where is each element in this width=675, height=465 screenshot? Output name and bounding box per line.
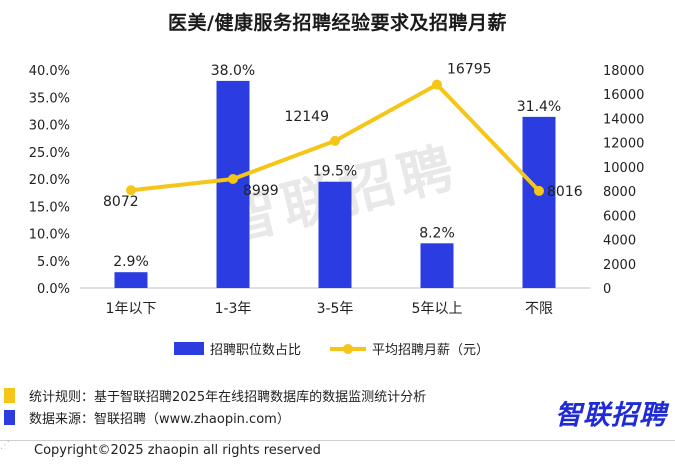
bar xyxy=(318,181,352,288)
salary-point xyxy=(534,185,544,196)
y-left-tick-label: 25.0% xyxy=(29,146,70,161)
bar xyxy=(114,272,148,288)
bar-value-label: 2.9% xyxy=(113,254,149,270)
x-tick-label: 5年以上 xyxy=(412,301,463,317)
combo-chart: 0.0% 5.0% 10.0% 15.0% 20.0% 25.0% 30.0% 35.0% 40… xyxy=(29,62,645,358)
x-tick-label: 不限 xyxy=(525,301,553,317)
notes: 统计规则：基于智联招聘2025年在线招聘数据库的数据监测统计分析 数据来源：智联… xyxy=(4,384,426,428)
y-left-tick-label: 40.0% xyxy=(29,64,70,79)
salary-value-label: 12149 xyxy=(284,109,329,125)
note-source-text: 数据来源：智联招聘（www.zhaopin.com） xyxy=(29,411,290,427)
x-tick-label: 1-3年 xyxy=(215,301,252,317)
zhaopin-logo: 智联招聘 xyxy=(555,400,667,431)
y-left-tick-label: 10.0% xyxy=(29,228,70,243)
bar xyxy=(420,243,454,288)
bar-value-label: 19.5% xyxy=(313,164,357,180)
bar xyxy=(522,116,556,289)
chart-title: 医美/健康服务招聘经验要求及招聘月薪 xyxy=(168,12,507,34)
y-right-tick-label: 14000 xyxy=(603,112,644,127)
bar-value-label: 8.2% xyxy=(419,225,455,241)
salary-value-label: 16795 xyxy=(447,62,492,78)
footer-divider xyxy=(0,440,675,441)
legend-bar-swatch xyxy=(174,342,204,355)
legend-bar-label: 招聘职位数占比 xyxy=(210,343,301,358)
salary-point xyxy=(432,79,442,90)
y-left-tick-label: 0.0% xyxy=(37,282,70,297)
y-left-tick-label: 35.0% xyxy=(29,91,70,106)
y-right-tick-label: 16000 xyxy=(603,88,644,103)
salary-value-label: 8072 xyxy=(103,194,139,210)
salary-point xyxy=(126,185,136,196)
x-tick-label: 3-5年 xyxy=(317,301,354,317)
y-right-tick-label: 18000 xyxy=(603,64,644,79)
legend-line-marker xyxy=(343,344,353,354)
x-tick-label: 1年以下 xyxy=(106,301,157,317)
y-right-tick-label: 12000 xyxy=(603,137,644,152)
legend-line-label: 平均招聘月薪（元） xyxy=(372,343,489,358)
bar-value-label: 38.0% xyxy=(211,63,255,79)
note-rule-text: 统计规则：基于智联招聘2025年在线招聘数据库的数据监测统计分析 xyxy=(29,389,427,405)
y-left-tick-label: 20.0% xyxy=(29,173,70,188)
salary-value-label: 8016 xyxy=(547,184,583,200)
salary-point xyxy=(330,135,340,146)
y-right-tick-label: 2000 xyxy=(603,258,636,273)
y-right-tick-label: 10000 xyxy=(603,161,644,176)
bar xyxy=(216,80,250,289)
salary-point xyxy=(228,174,238,185)
note-rule: 统计规则：基于智联招聘2025年在线招聘数据库的数据监测统计分析 xyxy=(4,384,426,406)
y-left-tick-label: 15.0% xyxy=(29,200,70,215)
corner-mark: ⋰ xyxy=(0,440,10,451)
y-left-tick-label: 5.0% xyxy=(37,255,70,270)
y-right-tick-label: 8000 xyxy=(603,185,636,200)
y-right-tick-label: 0 xyxy=(603,282,611,297)
y-left-tick-label: 30.0% xyxy=(29,119,70,134)
salary-value-label: 8999 xyxy=(243,183,279,199)
note-rule-swatch xyxy=(4,387,15,403)
copyright: Copyright©2025 zhaopin all rights reserv… xyxy=(34,443,321,458)
note-source-swatch xyxy=(4,409,15,425)
y-right-tick-label: 6000 xyxy=(603,209,636,224)
bar-value-label: 31.4% xyxy=(517,99,561,115)
note-source: 数据来源：智联招聘（www.zhaopin.com） xyxy=(4,406,426,428)
y-right-tick-label: 4000 xyxy=(603,234,636,249)
